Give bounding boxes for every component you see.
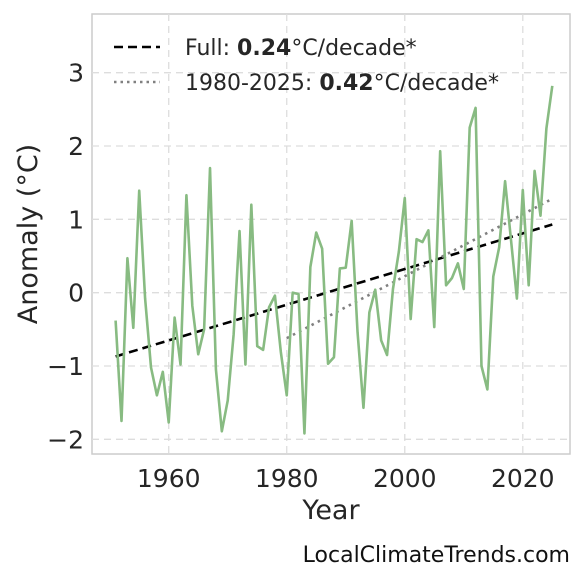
x-tick-label: 1960 <box>137 464 201 493</box>
x-tick-label: 2020 <box>491 464 555 493</box>
legend-label-full: Full: 0.24°C/decade* <box>185 36 417 61</box>
legend: Full: 0.24°C/decade* 1980-2025: 0.42°C/d… <box>114 36 499 96</box>
y-tick-label: −1 <box>47 352 84 381</box>
legend-label-recent: 1980-2025: 0.42°C/decade* <box>185 71 499 96</box>
y-tick-label: 2 <box>68 132 84 161</box>
y-tick-labels: −2 −1 0 1 2 3 <box>47 59 84 455</box>
anomaly-line <box>114 85 554 435</box>
legend-recent-rate: 0.42 <box>319 71 373 96</box>
y-tick-label: −2 <box>47 425 84 454</box>
legend-full-suffix: °C/decade* <box>291 36 416 61</box>
legend-full-rate: 0.24 <box>237 36 291 61</box>
legend-recent-prefix: 1980-2025: <box>185 71 319 96</box>
x-tick-labels: 1960 1980 2000 2020 <box>137 464 555 493</box>
y-tick-label: 3 <box>68 59 84 88</box>
anomaly-series <box>114 85 554 435</box>
y-tick-label: 0 <box>68 279 84 308</box>
legend-full-prefix: Full: <box>185 36 237 61</box>
x-tick-label: 1980 <box>255 464 319 493</box>
trend-line-recent <box>286 197 553 340</box>
legend-recent-suffix: °C/decade* <box>374 71 499 96</box>
x-axis-label: Year <box>301 495 360 526</box>
x-tick-label: 2000 <box>373 464 437 493</box>
watermark-text: LocalClimateTrends.com <box>302 543 570 568</box>
y-axis-label: Anomaly (°C) <box>13 144 44 324</box>
y-tick-label: 1 <box>68 205 84 234</box>
